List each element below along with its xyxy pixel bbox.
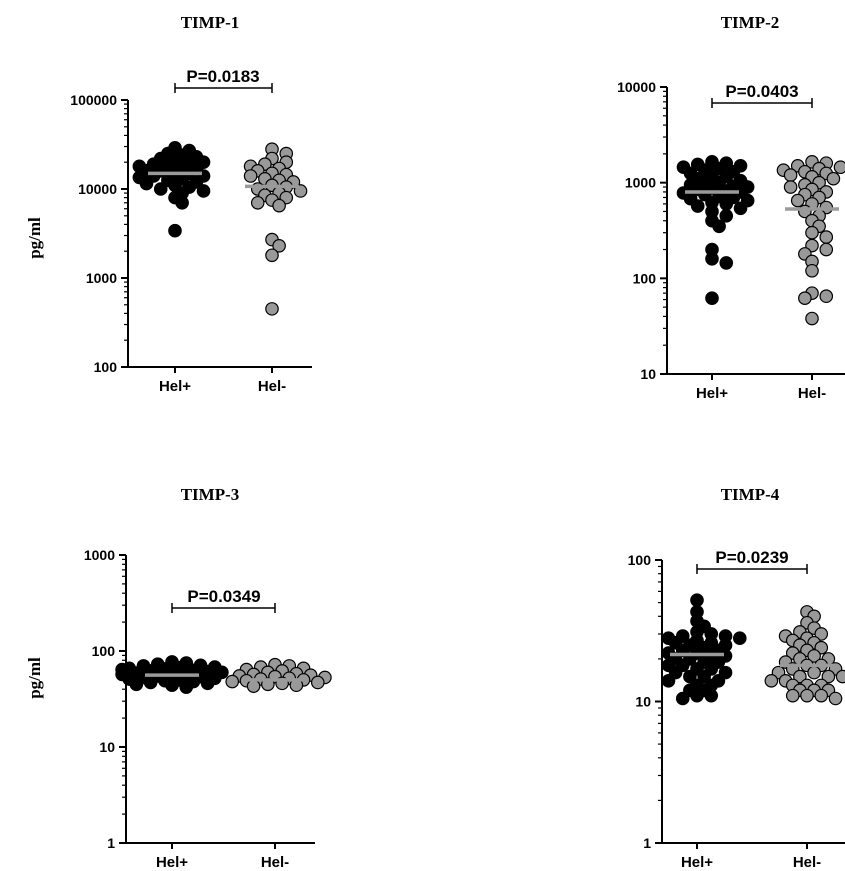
- panel-title: TIMP-2: [721, 13, 780, 32]
- y-tick-label: 100: [92, 643, 116, 659]
- data-point: [800, 688, 814, 703]
- data-point: [835, 669, 845, 684]
- data-point: [168, 223, 182, 238]
- data-point: [764, 674, 779, 688]
- data-point: [129, 677, 144, 692]
- data-point: [821, 669, 836, 684]
- data-point: [712, 219, 726, 234]
- data-point: [661, 674, 676, 688]
- data-point: [807, 665, 821, 680]
- data-point: [690, 199, 705, 213]
- data-point: [683, 669, 697, 684]
- data-point: [200, 676, 215, 691]
- data-point: [814, 627, 829, 641]
- data-point: [265, 248, 279, 263]
- y-tick-label: 10: [640, 366, 656, 382]
- data-point: [805, 225, 819, 240]
- x-tick-label: Hel-: [258, 378, 286, 395]
- data-point: [819, 242, 834, 257]
- data-point: [783, 180, 798, 194]
- y-tick-label: 10: [635, 694, 651, 710]
- y-tick-label: 10000: [617, 79, 656, 95]
- y-axis-label: pg/ml: [25, 217, 44, 259]
- y-tick-label: 1: [107, 835, 115, 851]
- data-point: [165, 678, 179, 693]
- p-value-label: P=0.0183: [186, 67, 259, 86]
- data-point: [719, 256, 734, 270]
- data-point: [798, 291, 812, 305]
- y-tick-label: 10: [99, 739, 115, 755]
- data-point: [828, 691, 843, 706]
- data-point: [310, 675, 325, 690]
- panel-title: TIMP-3: [181, 485, 240, 504]
- data-point: [793, 669, 807, 684]
- panel-title: TIMP-1: [181, 13, 240, 32]
- data-point: [704, 688, 719, 703]
- data-point: [272, 239, 286, 253]
- data-point: [243, 169, 258, 183]
- data-point: [179, 680, 194, 694]
- data-point: [265, 302, 279, 316]
- data-point: [805, 311, 819, 326]
- y-tick-label: 10000: [78, 181, 117, 197]
- data-point: [690, 688, 704, 703]
- p-value-label: P=0.0403: [725, 82, 798, 101]
- x-tick-label: Hel+: [159, 378, 191, 395]
- x-tick-label: Hel+: [156, 854, 188, 871]
- data-point: [819, 230, 834, 244]
- data-point: [819, 289, 834, 304]
- data-point: [783, 168, 798, 182]
- y-tick-label: 100000: [70, 92, 117, 108]
- data-point: [246, 679, 261, 693]
- p-value-label: P=0.0239: [715, 548, 788, 567]
- data-point: [807, 649, 821, 663]
- data-point: [139, 176, 154, 191]
- x-tick-label: Hel-: [793, 854, 821, 871]
- data-point: [697, 669, 711, 684]
- x-tick-label: Hel+: [696, 385, 728, 402]
- data-point: [833, 160, 845, 175]
- y-tick-label: 100: [628, 552, 652, 568]
- data-point: [719, 209, 734, 223]
- y-tick-label: 1: [643, 835, 651, 851]
- data-point: [250, 195, 265, 210]
- data-point: [175, 195, 189, 210]
- x-tick-label: Hel-: [798, 385, 826, 402]
- y-tick-label: 1000: [84, 547, 115, 563]
- data-point: [790, 193, 805, 208]
- x-tick-label: Hel+: [681, 854, 713, 871]
- x-tick-label: Hel-: [261, 854, 289, 871]
- data-point: [675, 691, 690, 706]
- y-tick-label: 100: [633, 270, 657, 286]
- data-point: [785, 688, 800, 703]
- p-value-label: P=0.0349: [187, 587, 260, 606]
- data-point: [805, 263, 819, 278]
- data-point: [705, 291, 719, 305]
- data-point: [732, 631, 747, 646]
- y-axis-label: pg/ml: [25, 657, 44, 699]
- y-tick-label: 1000: [625, 175, 656, 191]
- data-point: [153, 182, 168, 196]
- data-point: [705, 252, 719, 266]
- data-point: [733, 201, 748, 216]
- data-point: [225, 674, 240, 689]
- data-point: [814, 688, 829, 703]
- panel-title: TIMP-4: [721, 485, 780, 504]
- data-point: [690, 593, 704, 607]
- data-point: [272, 198, 286, 213]
- data-point: [826, 171, 841, 186]
- data-point: [719, 197, 734, 211]
- data-point: [143, 675, 158, 690]
- y-tick-label: 100: [94, 359, 118, 375]
- y-tick-label: 1000: [86, 270, 117, 286]
- data-point: [196, 184, 211, 198]
